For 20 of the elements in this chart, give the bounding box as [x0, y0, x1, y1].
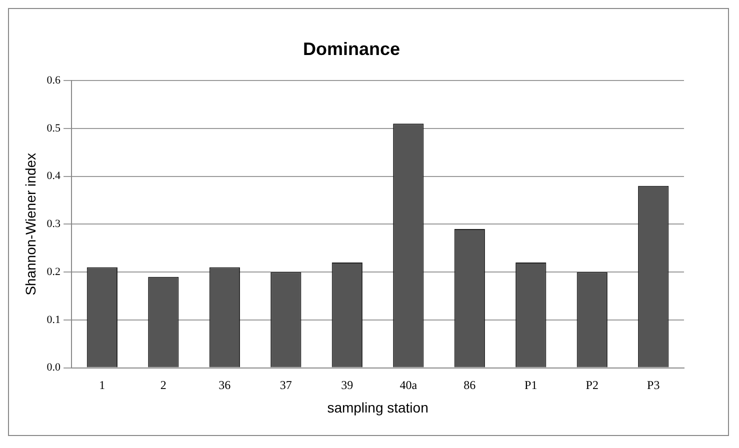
- y-tick-label: 0.3: [46, 218, 62, 230]
- x-tick-label: 86: [464, 378, 476, 392]
- x-tick-label: 37: [280, 378, 292, 392]
- x-tick-label: 36: [218, 378, 231, 392]
- y-tick-label: 0.1: [46, 314, 61, 326]
- y-axis-title: Shannon-Wiener index: [22, 152, 38, 296]
- x-tick-label: 1: [99, 378, 106, 392]
- x-tick-label: P2: [586, 378, 598, 392]
- x-tick-label: 2: [160, 378, 166, 392]
- y-tick-label: 0.2: [46, 266, 61, 278]
- x-tick-label: P1: [524, 378, 538, 392]
- y-tick-label: 0.0: [46, 362, 62, 374]
- chart-title: Dominance: [302, 38, 400, 59]
- y-tick-label: 0.6: [46, 74, 62, 86]
- x-tick-label: 39: [341, 378, 354, 392]
- x-axis-title: sampling station: [327, 399, 428, 416]
- y-tick-label: 0.4: [46, 170, 62, 182]
- y-tick-label: 0.5: [46, 122, 62, 134]
- x-tick-label: P3: [647, 378, 660, 392]
- x-tick-label: 40a: [400, 378, 418, 392]
